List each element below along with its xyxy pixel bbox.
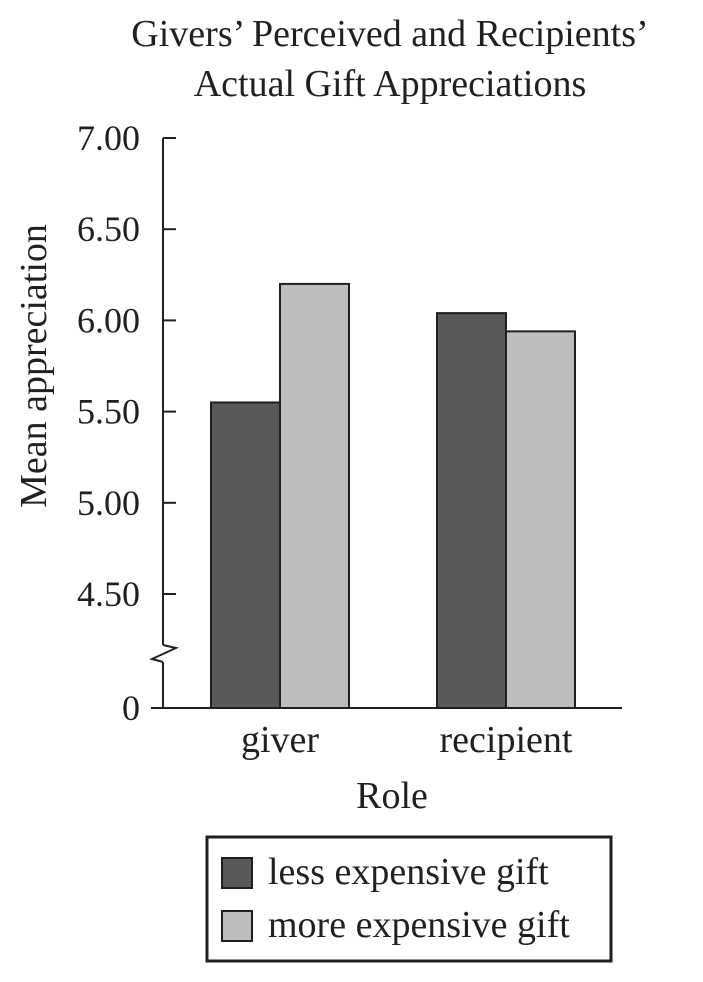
legend-swatch-less-expensive [221,857,253,889]
bar-giver-less-expensive [210,401,281,709]
bar-recipient-less-expensive [436,312,507,709]
legend-label-more-expensive: more expensive gift [268,904,570,946]
y-tick-label: 4.50 [77,574,140,614]
x-axis-label: Role [356,775,428,817]
bar-giver-more-expensive [279,282,350,709]
legend-frame [205,835,613,963]
y-tick-label: 5.00 [77,483,140,523]
legend-swatch-more-expensive [221,910,253,942]
legend: less expensive gift more expensive gift [205,835,613,963]
axis-break-mark [149,644,180,663]
x-tick-label-giver: giver [241,719,319,761]
y-tick-label: 6.00 [77,300,140,340]
bar-recipient-more-expensive [505,330,576,709]
y-tick-label: 6.50 [77,209,140,249]
x-tick-label-recipient: recipient [440,719,573,761]
y-tick-label-zero: 0 [122,688,140,728]
bars [210,282,576,709]
y-axis: 0 7.00 6.50 6.00 5.50 5.00 4.50 [77,118,622,728]
chart-title-line-1: Givers’ Perceived and Recipients’ [131,13,648,55]
y-tick-label: 5.50 [77,392,140,432]
y-tick-label: 7.00 [77,118,140,158]
legend-label-less-expensive: less expensive gift [268,851,549,893]
y-axis-label: Mean appreciation [13,224,55,508]
x-tick-labels: giver recipient [241,719,573,761]
chart-title-line-2: Actual Gift Appreciations [194,63,587,105]
